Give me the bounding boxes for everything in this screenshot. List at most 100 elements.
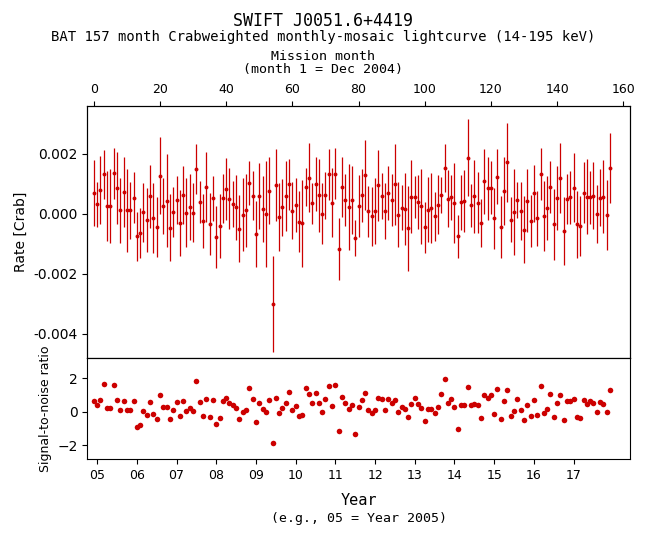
Point (605, 386, 615, 394)
Point (205, 413, 215, 421)
Point (423, 405, 433, 414)
Point (426, 405, 437, 413)
Point (291, 402, 301, 411)
Point (373, 394, 384, 402)
Point (528, 395, 539, 404)
Point (188, 407, 198, 415)
Point (267, 439, 278, 447)
Point (436, 389, 446, 398)
Point (264, 396, 275, 405)
Point (257, 405, 267, 414)
Point (211, 420, 222, 429)
Point (403, 413, 413, 422)
Point (453, 425, 463, 434)
Point (152, 415, 162, 424)
Point (476, 414, 486, 422)
Point (162, 403, 172, 412)
Point (456, 400, 466, 409)
Point (109, 380, 119, 389)
Point (377, 394, 387, 403)
Point (479, 391, 490, 400)
Point (320, 394, 331, 403)
Point (284, 388, 294, 396)
Point (390, 395, 400, 404)
Point (102, 403, 112, 412)
Point (294, 412, 304, 420)
Point (280, 399, 291, 407)
Point (383, 394, 393, 403)
Text: SWIFT J0051.6+4419: SWIFT J0051.6+4419 (233, 12, 413, 30)
Point (287, 406, 298, 414)
Point (254, 399, 264, 407)
Point (344, 405, 354, 414)
Point (145, 398, 155, 407)
Point (539, 408, 549, 417)
Point (337, 393, 347, 401)
Point (363, 406, 373, 414)
Point (472, 401, 483, 410)
Point (509, 407, 519, 415)
Point (135, 420, 145, 429)
Point (238, 408, 248, 416)
Point (174, 412, 185, 421)
Point (598, 400, 609, 408)
Point (585, 397, 596, 406)
Point (459, 400, 470, 409)
Point (595, 398, 605, 407)
Point (589, 398, 599, 407)
Point (552, 399, 562, 408)
Point (450, 403, 460, 412)
Point (300, 383, 311, 392)
Point (121, 406, 132, 415)
Point (218, 397, 228, 406)
Point (224, 399, 234, 408)
Point (297, 411, 307, 420)
Point (125, 405, 136, 414)
Point (141, 411, 152, 419)
Point (112, 395, 122, 404)
Point (516, 406, 526, 414)
Point (463, 383, 473, 392)
Point (129, 396, 139, 405)
Point (317, 407, 328, 416)
Point (545, 390, 556, 399)
Point (565, 397, 576, 406)
Point (194, 398, 205, 407)
Point (562, 397, 572, 406)
Point (327, 402, 337, 411)
Text: Mission month: Mission month (271, 50, 375, 63)
Point (191, 377, 202, 386)
Text: (e.g., 05 = Year 2005): (e.g., 05 = Year 2005) (271, 512, 446, 525)
Y-axis label: Signal-to-noise ratio: Signal-to-noise ratio (39, 345, 52, 472)
Point (115, 406, 125, 414)
Point (446, 395, 456, 403)
Point (548, 412, 559, 421)
Point (330, 381, 340, 390)
Point (410, 394, 420, 403)
Point (489, 410, 499, 419)
Point (198, 412, 208, 420)
Point (340, 399, 351, 407)
Point (350, 430, 360, 438)
Point (492, 385, 503, 394)
Point (148, 409, 158, 418)
Point (406, 400, 417, 408)
Point (182, 407, 192, 415)
Point (201, 395, 211, 403)
Point (89, 397, 99, 406)
Point (430, 409, 440, 418)
Point (227, 400, 238, 409)
Point (353, 403, 364, 412)
Point (499, 396, 509, 405)
Point (277, 403, 287, 412)
Point (525, 412, 536, 421)
Point (439, 375, 450, 384)
Point (171, 397, 182, 406)
Point (483, 394, 493, 402)
Point (251, 418, 261, 426)
Point (324, 382, 334, 390)
Point (214, 414, 225, 422)
Point (231, 404, 241, 413)
Point (512, 395, 523, 403)
Point (138, 406, 149, 415)
